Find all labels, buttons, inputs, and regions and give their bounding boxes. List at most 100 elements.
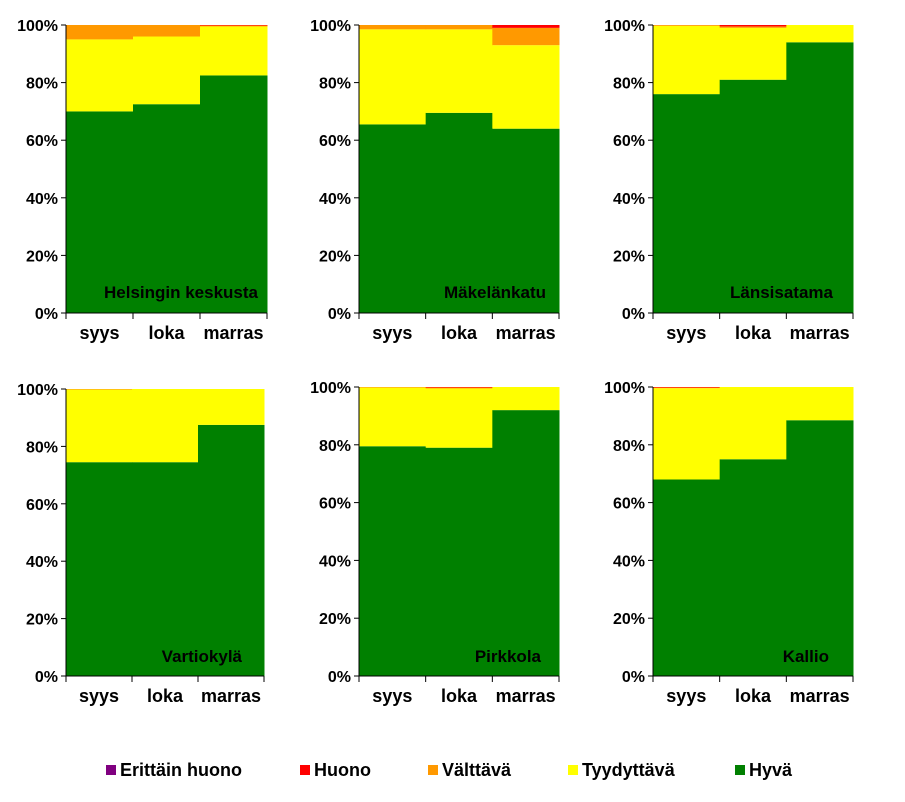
bar-segment-hyvä-syys bbox=[653, 94, 721, 314]
legend-item-tyydyttävä: Tyydyttävä bbox=[568, 758, 675, 782]
bar-segment-tyydyttävä-marras bbox=[786, 25, 854, 43]
bar-segment-huono-syys bbox=[653, 387, 721, 388]
bar-segment-välttävä-marras bbox=[200, 25, 268, 27]
x-tick-label-marras: marras bbox=[203, 323, 263, 343]
panel-title: Helsingin keskusta bbox=[104, 283, 259, 302]
y-tick-label: 0% bbox=[622, 669, 645, 686]
x-tick-label-loka: loka bbox=[148, 323, 185, 343]
x-tick-label-marras: marras bbox=[790, 686, 850, 706]
legend-item-välttävä: Välttävä bbox=[428, 758, 511, 782]
legend-swatch bbox=[735, 765, 745, 775]
bar-segment-välttävä-syys bbox=[66, 389, 133, 390]
y-tick-label: 80% bbox=[319, 438, 351, 455]
y-tick-label: 60% bbox=[319, 133, 351, 150]
bar-segment-hyvä-syys bbox=[653, 479, 721, 676]
legend-swatch bbox=[428, 765, 438, 775]
x-tick-label-marras: marras bbox=[496, 686, 556, 706]
x-tick-label-loka: loka bbox=[735, 323, 772, 343]
y-tick-label: 80% bbox=[26, 439, 58, 456]
y-tick-label: 80% bbox=[613, 76, 645, 93]
y-tick-label: 40% bbox=[26, 191, 58, 208]
legend-label: Tyydyttävä bbox=[582, 759, 675, 780]
bar-segment-tyydyttävä-marras bbox=[492, 45, 560, 129]
y-tick-label: 60% bbox=[26, 133, 58, 150]
bar-segment-hyvä-loka bbox=[719, 79, 787, 313]
bar-segment-huono-marras bbox=[492, 25, 560, 28]
x-tick-label-marras: marras bbox=[496, 323, 556, 343]
y-tick-label: 0% bbox=[622, 306, 645, 323]
y-tick-label: 20% bbox=[613, 248, 645, 265]
bar-segment-hyvä-loka bbox=[133, 104, 201, 313]
y-tick-label: 0% bbox=[328, 306, 351, 323]
bar-segment-hyvä-marras bbox=[200, 75, 268, 314]
charts-svg: 0% 20% 40% 60% 80% 100% syys loka marras Helsingi… bbox=[17, 18, 854, 706]
legend-item-huono: Huono bbox=[300, 758, 371, 782]
legend-label: Erittäin huono bbox=[120, 759, 242, 780]
y-tick-label: 20% bbox=[319, 611, 351, 628]
bar-segment-hyvä-syys bbox=[359, 124, 427, 313]
y-tick-label: 80% bbox=[26, 76, 58, 93]
legend-swatch bbox=[568, 765, 578, 775]
y-tick-label: 40% bbox=[319, 553, 351, 570]
y-tick-label: 100% bbox=[310, 380, 351, 397]
y-tick-label: 40% bbox=[613, 191, 645, 208]
bar-segment-tyydyttävä-loka bbox=[425, 29, 493, 113]
bar-segment-tyydyttävä-marras bbox=[198, 389, 265, 425]
panel-title: Vartiokylä bbox=[162, 647, 243, 666]
y-tick-label: 0% bbox=[328, 669, 351, 686]
y-tick-label: 60% bbox=[613, 496, 645, 513]
bar-segment-tyydyttävä-loka bbox=[425, 388, 493, 448]
y-tick-label: 20% bbox=[319, 248, 351, 265]
bar-segment-tyydyttävä-syys bbox=[66, 39, 134, 112]
x-tick-label-syys: syys bbox=[372, 686, 412, 706]
bar-segment-välttävä-loka bbox=[425, 387, 493, 389]
bar-segment-tyydyttävä-marras bbox=[492, 387, 560, 411]
x-tick-label-loka: loka bbox=[441, 323, 478, 343]
panel-title: Länsisatama bbox=[730, 283, 834, 302]
bar-segment-hyvä-syys bbox=[66, 111, 134, 314]
bar-segment-tyydyttävä-marras bbox=[786, 387, 854, 421]
legend-label: Välttävä bbox=[442, 759, 512, 780]
bar-segment-tyydyttävä-syys bbox=[66, 389, 133, 463]
x-tick-label-syys: syys bbox=[666, 323, 706, 343]
x-tick-label-marras: marras bbox=[201, 686, 261, 706]
bar-segment-tyydyttävä-loka bbox=[133, 36, 201, 105]
bar-segment-hyvä-marras bbox=[492, 128, 560, 313]
bar-segment-hyvä-marras bbox=[492, 410, 560, 676]
bar-segment-hyvä-loka bbox=[425, 447, 493, 676]
panel-2: 0% 20% 40% 60% 80% 100% syys loka marras Mäkelänk… bbox=[310, 18, 560, 343]
y-tick-label: 0% bbox=[35, 669, 58, 686]
y-tick-label: 0% bbox=[35, 306, 58, 323]
y-tick-label: 40% bbox=[319, 191, 351, 208]
panel-title: Kallio bbox=[783, 647, 829, 666]
y-tick-label: 100% bbox=[17, 382, 58, 399]
bar-segment-tyydyttävä-syys bbox=[359, 387, 427, 447]
bar-segment-tyydyttävä-loka bbox=[132, 389, 199, 463]
panel-1: 0% 20% 40% 60% 80% 100% syys loka marras Helsingi… bbox=[17, 18, 268, 343]
y-tick-label: 60% bbox=[319, 496, 351, 513]
bar-segment-välttävä-loka bbox=[133, 25, 201, 37]
bar-segment-hyvä-marras bbox=[786, 420, 854, 676]
x-tick-label-loka: loka bbox=[735, 686, 772, 706]
bar-segment-tyydyttävä-marras bbox=[200, 26, 268, 76]
bar-segment-tyydyttävä-syys bbox=[653, 25, 721, 95]
y-tick-label: 100% bbox=[17, 18, 58, 35]
y-tick-label: 60% bbox=[613, 133, 645, 150]
panel-4: 0% 20% 40% 60% 80% 100% syys loka marras Vartioky… bbox=[17, 382, 265, 706]
bar-segment-hyvä-syys bbox=[66, 462, 133, 676]
x-tick-label-marras: marras bbox=[790, 323, 850, 343]
bar-segment-hyvä-marras bbox=[786, 42, 854, 313]
y-tick-label: 40% bbox=[613, 553, 645, 570]
legend-swatch bbox=[106, 765, 116, 775]
y-tick-label: 80% bbox=[613, 438, 645, 455]
x-tick-label-loka: loka bbox=[441, 686, 478, 706]
panel-title: Mäkelänkatu bbox=[444, 283, 546, 302]
legend-label: Huono bbox=[314, 759, 371, 780]
y-tick-label: 60% bbox=[26, 497, 58, 514]
x-tick-label-syys: syys bbox=[372, 323, 412, 343]
bar-segment-välttävä-syys bbox=[653, 387, 721, 389]
y-tick-label: 80% bbox=[319, 76, 351, 93]
y-tick-label: 40% bbox=[26, 554, 58, 571]
x-tick-label-syys: syys bbox=[79, 323, 119, 343]
bar-segment-hyvä-loka bbox=[132, 462, 199, 676]
